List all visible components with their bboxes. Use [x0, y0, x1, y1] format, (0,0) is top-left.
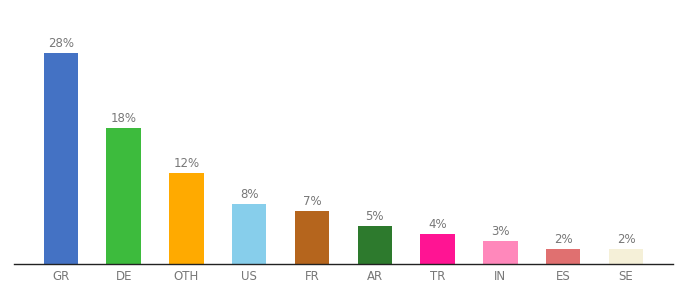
Text: 12%: 12% — [173, 158, 199, 170]
Text: 3%: 3% — [491, 225, 509, 238]
Text: 8%: 8% — [240, 188, 258, 201]
Bar — [358, 226, 392, 264]
Bar — [44, 53, 78, 264]
Text: 18%: 18% — [111, 112, 137, 125]
Bar — [169, 173, 204, 264]
Bar — [546, 249, 581, 264]
Bar — [106, 128, 141, 264]
Bar — [609, 249, 643, 264]
Text: 2%: 2% — [554, 233, 573, 246]
Bar — [294, 211, 329, 264]
Text: 7%: 7% — [303, 195, 322, 208]
Text: 28%: 28% — [48, 37, 74, 50]
Bar — [420, 234, 455, 264]
Bar — [232, 204, 267, 264]
Text: 5%: 5% — [366, 210, 384, 223]
Bar — [483, 242, 517, 264]
Text: 2%: 2% — [617, 233, 635, 246]
Text: 4%: 4% — [428, 218, 447, 231]
